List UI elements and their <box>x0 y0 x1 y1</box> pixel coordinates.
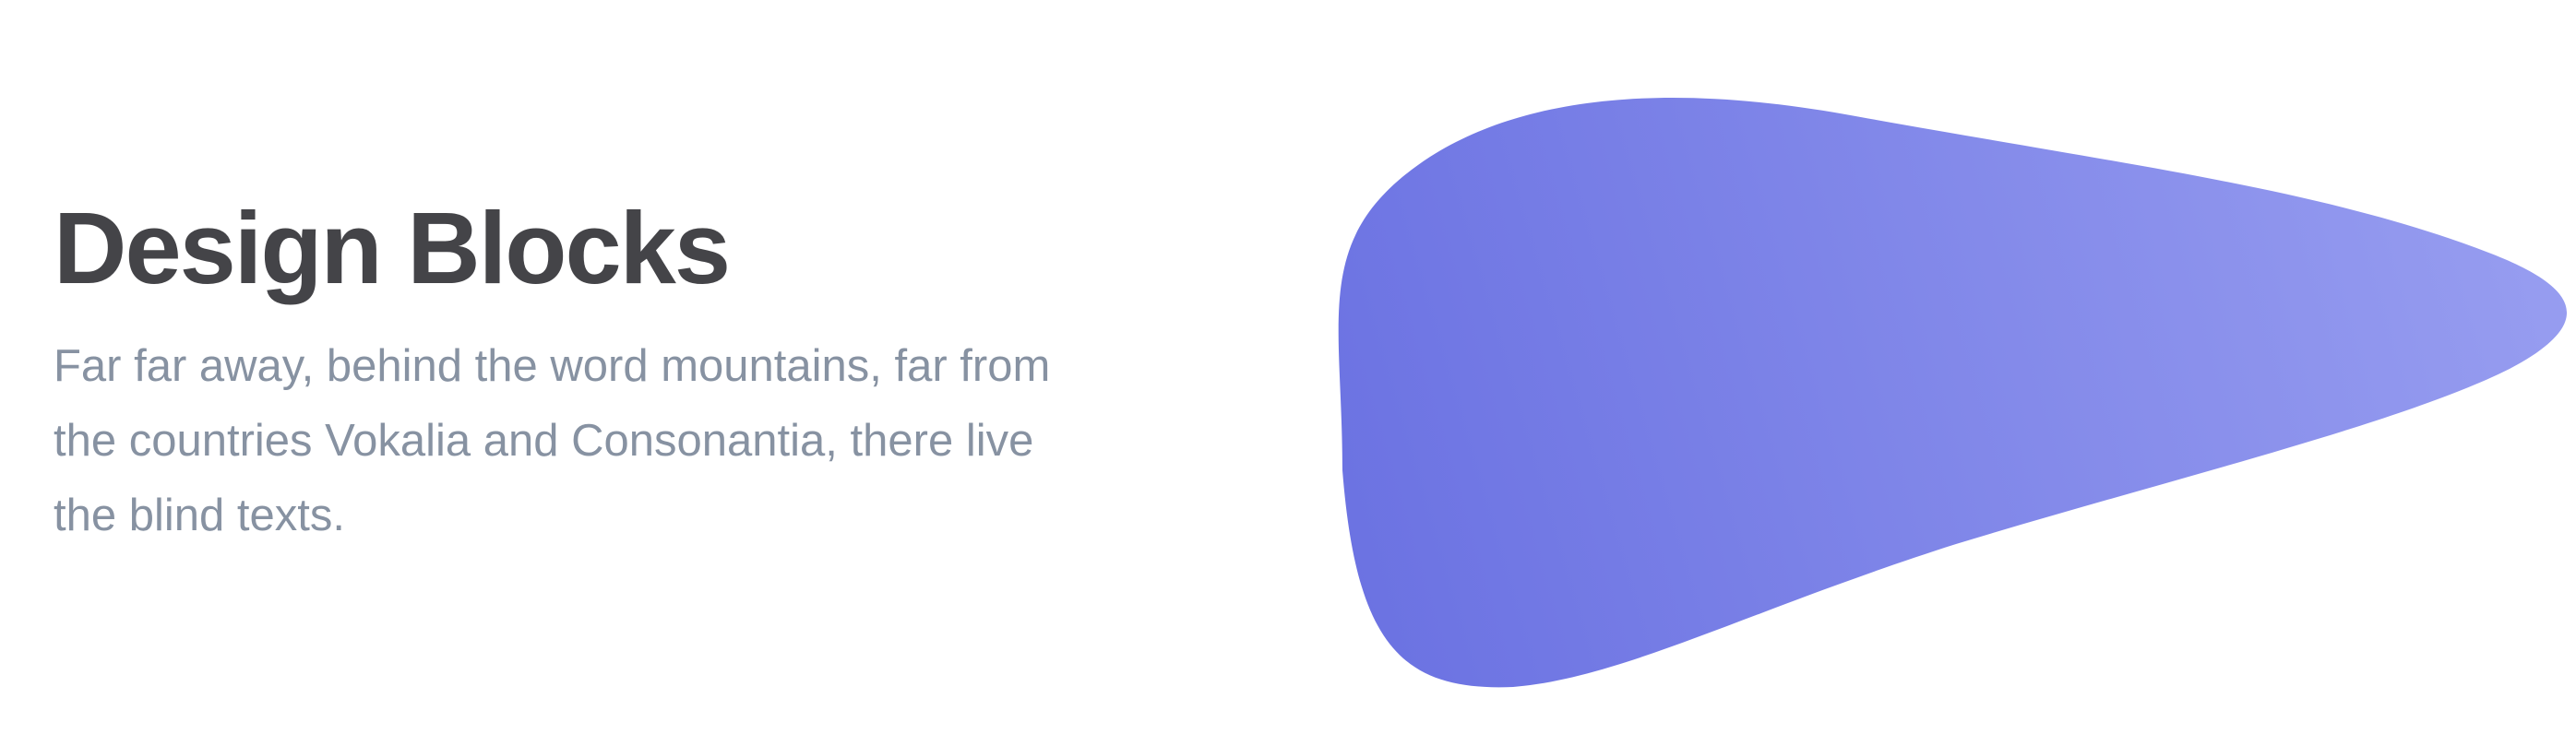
hero-text-block: Design Blocks Far far away, behind the w… <box>54 189 1096 553</box>
blob-path <box>1338 98 2568 688</box>
hero-description: Far far away, behind the word mountains,… <box>54 341 1051 540</box>
page-title: Design Blocks <box>54 192 731 305</box>
